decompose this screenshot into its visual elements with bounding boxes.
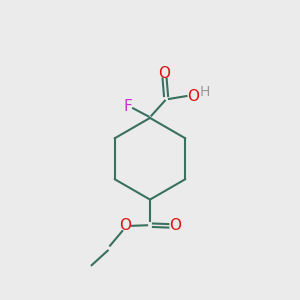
Text: O: O — [159, 66, 171, 81]
Text: H: H — [200, 85, 210, 99]
Text: O: O — [169, 218, 181, 233]
Text: F: F — [124, 99, 133, 114]
Text: O: O — [119, 218, 131, 233]
Text: O: O — [187, 88, 199, 104]
